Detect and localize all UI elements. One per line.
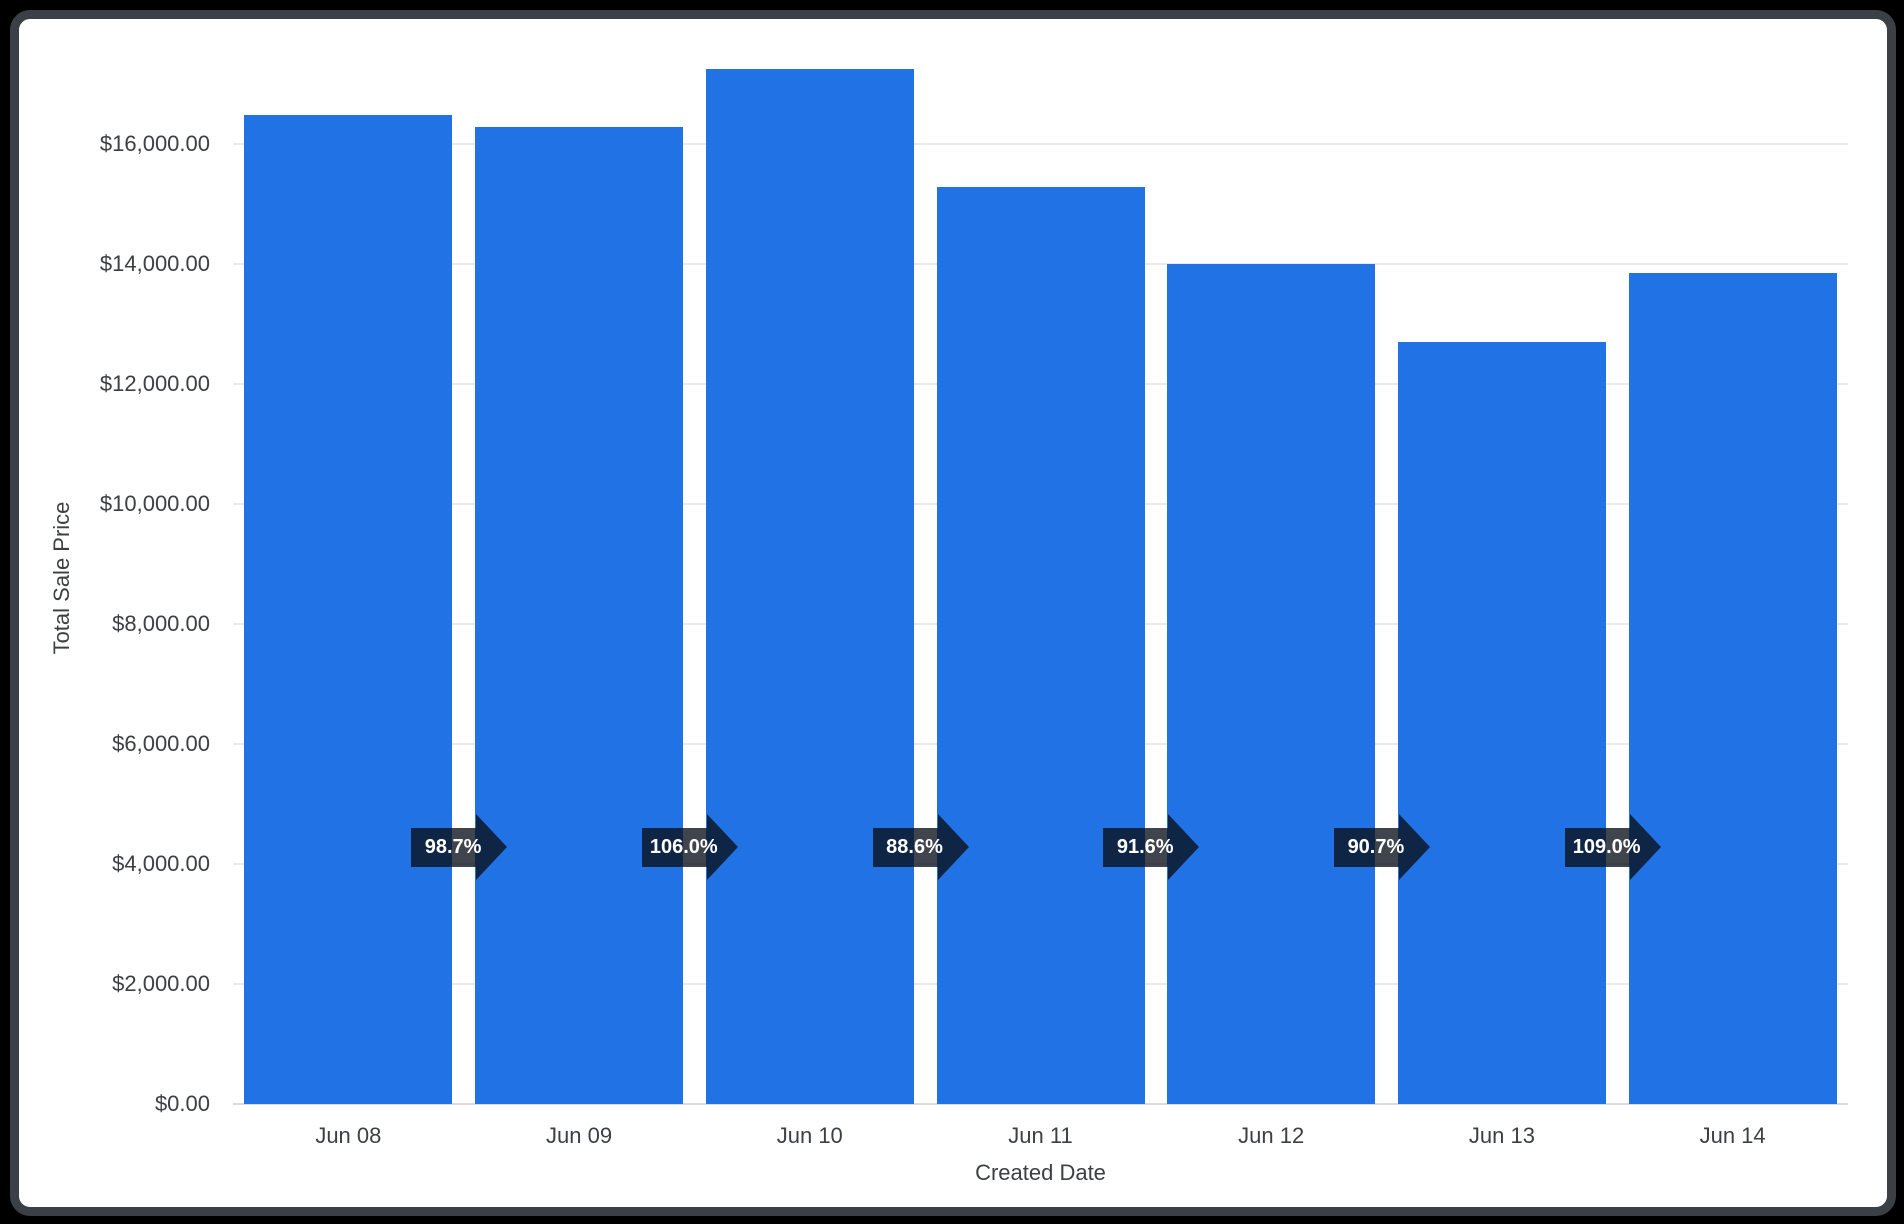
chart-card: $0.00 $2,000.00 $4,000.00 $6,000.00 $8,000.0… xyxy=(10,10,1896,1216)
right-arrow-icon xyxy=(937,814,969,880)
y-axis-tick-label: $12,000.00 xyxy=(99,371,210,396)
y-axis-tick-label: $14,000.00 xyxy=(99,251,210,276)
x-axis-tick-label: Jun 11 xyxy=(1008,1123,1073,1148)
growth-percent-label: 88.6% xyxy=(886,836,943,858)
right-arrow-icon xyxy=(1168,814,1200,880)
y-axis-tick-label: $6,000.00 xyxy=(112,731,210,756)
bar-jun-08[interactable] xyxy=(244,114,453,1104)
bar-jun-13[interactable] xyxy=(1397,342,1606,1104)
right-arrow-icon xyxy=(476,814,508,880)
growth-percent-label: 98.7% xyxy=(424,836,482,858)
growth-arrow-body xyxy=(641,828,707,867)
y-axis-tick-label: $8,000.00 xyxy=(112,611,210,636)
bar-jun-14[interactable] xyxy=(1628,273,1837,1104)
gridline xyxy=(233,143,1848,145)
x-axis-tick-label: Jun 13 xyxy=(1468,1123,1535,1148)
growth-arrow-body xyxy=(1333,828,1399,867)
right-arrow-icon xyxy=(706,814,738,880)
right-arrow-icon xyxy=(1398,814,1430,880)
x-axis-tick-label: Jun 12 xyxy=(1238,1123,1305,1148)
growth-arrow-body xyxy=(1564,828,1630,867)
bar-jun-12[interactable] xyxy=(1167,263,1376,1104)
growth-arrow-body xyxy=(1103,828,1169,867)
x-axis-tick-label: Jun 08 xyxy=(315,1123,382,1148)
y-axis-tick-label: $2,000.00 xyxy=(112,971,210,996)
y-axis-tick-label: $16,000.00 xyxy=(99,131,210,156)
y-axis-title-text: Total Sale Price xyxy=(49,501,74,655)
bar-jun-09[interactable] xyxy=(475,127,684,1104)
right-arrow-icon xyxy=(1629,814,1661,880)
growth-arrow-body xyxy=(411,828,477,867)
growth-percent-label: 106.0% xyxy=(649,836,718,858)
x-axis-tick-label: Jun 10 xyxy=(776,1123,843,1148)
y-axis-tick-label: $0.00 xyxy=(154,1091,210,1116)
gridline xyxy=(233,1103,1848,1105)
x-axis-title: Created Date xyxy=(975,1160,1106,1185)
growth-arrow-body xyxy=(872,828,938,867)
growth-percent-label: 91.6% xyxy=(1116,836,1174,858)
growth-percent-label: 90.7% xyxy=(1347,836,1405,858)
x-axis-tick-label: Jun 09 xyxy=(546,1123,613,1148)
y-axis-tick-label: $10,000.00 xyxy=(99,491,210,516)
growth-percent-label: 109.0% xyxy=(1572,836,1641,858)
bar-chart: $0.00 $2,000.00 $4,000.00 $6,000.00 $8,000.0… xyxy=(19,19,1887,1207)
x-axis-tick-label: Jun 14 xyxy=(1699,1123,1766,1148)
bar-jun-11[interactable] xyxy=(936,186,1145,1104)
y-axis-tick-label: $4,000.00 xyxy=(112,851,210,876)
bar-jun-10[interactable] xyxy=(705,68,914,1104)
